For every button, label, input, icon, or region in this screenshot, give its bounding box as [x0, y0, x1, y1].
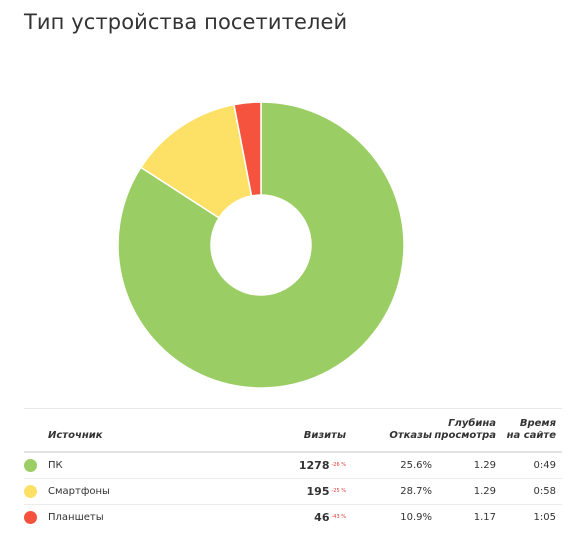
row-depth: 1.29 — [473, 486, 496, 497]
visits-value: 195 — [306, 485, 330, 498]
row-bounce: 10.9% — [400, 512, 432, 523]
header-time-line2: на сайте — [506, 430, 556, 441]
donut-slice-pc[interactable] — [117, 101, 405, 389]
header-source[interactable]: Источник — [48, 430, 103, 441]
donut-slice-smartphones[interactable] — [139, 103, 253, 219]
legend-dot-icon — [24, 485, 37, 498]
donut-chart-svg — [117, 101, 405, 389]
legend-dot-icon — [24, 511, 37, 524]
row-source-name: Смартфоны — [48, 486, 110, 497]
legend-dot-icon — [24, 459, 37, 472]
header-time[interactable]: Время на сайте — [507, 418, 556, 442]
row-bounce: 25.6% — [400, 460, 432, 471]
donut-chart — [117, 101, 405, 389]
row-time: 0:58 — [533, 486, 556, 497]
header-visits[interactable]: Визиты — [303, 430, 346, 441]
row-source-name: ПК — [48, 460, 63, 471]
header-depth-line1: Глубина — [448, 418, 496, 429]
visits-change: -43 % — [331, 514, 346, 520]
visits-change: -25 % — [331, 488, 346, 494]
row-visits: 195 -25 % — [307, 486, 346, 499]
row-visits: 46 -43 % — [314, 512, 346, 525]
row-bounce: 28.7% — [400, 486, 432, 497]
header-depth-line2: просмотра — [434, 430, 496, 441]
row-depth: 1.29 — [473, 460, 496, 471]
row-time: 1:05 — [533, 512, 556, 523]
table-header: Источник Визиты Отказы Глубина просмотра… — [24, 409, 562, 453]
visits-change: -26 % — [331, 462, 346, 468]
table-row[interactable]: ПК 1278 -26 % 25.6% 1.29 0:49 — [24, 453, 562, 479]
devices-table: Источник Визиты Отказы Глубина просмотра… — [24, 408, 562, 530]
table-row[interactable]: Смартфоны 195 -25 % 28.7% 1.29 0:58 — [24, 479, 562, 505]
header-depth[interactable]: Глубина просмотра — [434, 418, 496, 442]
row-source-name: Планшеты — [48, 512, 104, 523]
row-visits: 1278 -26 % — [299, 460, 346, 473]
header-time-line1: Время — [519, 418, 556, 429]
visits-value: 46 — [314, 511, 330, 524]
chart-title: Тип устройства посетителей — [24, 10, 348, 34]
row-time: 0:49 — [533, 460, 556, 471]
visits-value: 1278 — [298, 459, 330, 472]
table-row[interactable]: Планшеты 46 -43 % 10.9% 1.17 1:05 — [24, 505, 562, 530]
donut-slice-tablets[interactable] — [233, 101, 262, 197]
row-depth: 1.17 — [473, 512, 496, 523]
header-bounce[interactable]: Отказы — [389, 430, 432, 441]
